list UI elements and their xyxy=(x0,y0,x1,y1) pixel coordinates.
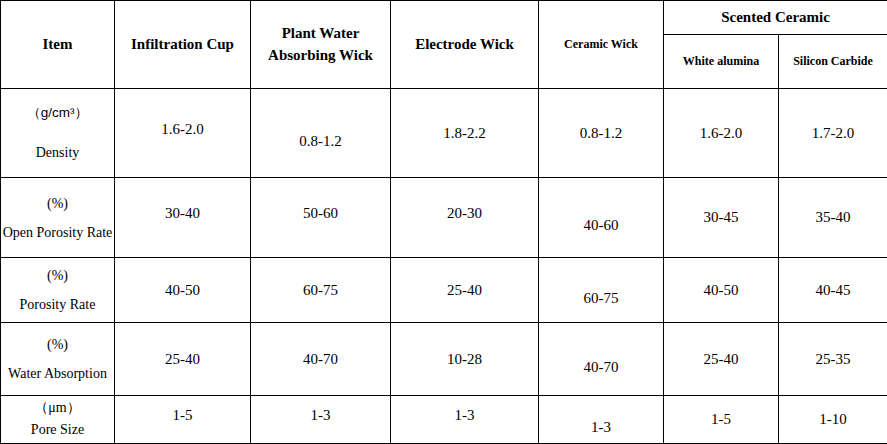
table-cell: 1-5 xyxy=(115,396,251,444)
table-cell: 10-28 xyxy=(391,323,539,396)
density-label: Density xyxy=(1,133,114,173)
table-cell: 25-35 xyxy=(779,323,887,396)
table-cell: 40-70 xyxy=(539,323,664,396)
porosity-unit: (%) xyxy=(1,261,114,290)
row-density: （g/cm³） Density 1.6-2.0 0.8-1.2 1.8-2.2 … xyxy=(1,89,887,178)
header-plant-water-absorbing-wick: Plant Water Absorbing Wick xyxy=(251,1,391,89)
table-cell: 40-50 xyxy=(115,258,251,323)
header-item: Item xyxy=(1,1,115,89)
table-cell: 30-40 xyxy=(115,178,251,258)
header-infiltration-cup: Infiltration Cup xyxy=(115,1,251,89)
pore-size-label: Pore Size xyxy=(1,419,114,441)
header-scented-ceramic-group: Scented Ceramic xyxy=(664,1,887,35)
table-cell: 25-40 xyxy=(664,323,779,396)
row-porosity-rate: (%) Porosity Rate 40-50 60-75 25-40 60-7… xyxy=(1,258,887,323)
row-pore-size: （μm） Pore Size 1-5 1-3 1-3 1-3 1-5 1-10 xyxy=(1,396,887,444)
row-label-open-porosity-rate: (%) Open Porosity Rate xyxy=(1,178,115,258)
density-unit: （g/cm³） xyxy=(1,93,114,133)
row-open-porosity-rate: (%) Open Porosity Rate 30-40 50-60 20-30… xyxy=(1,178,887,258)
header-white-alumina: White alumina xyxy=(664,35,779,89)
water-absorption-label: Water Absorption xyxy=(1,359,114,388)
table-cell: 1-10 xyxy=(779,396,887,444)
table-cell: 1-3 xyxy=(391,396,539,444)
table-cell: 1.6-2.0 xyxy=(115,89,251,178)
row-water-absorption: (%) Water Absorption 25-40 40-70 10-28 4… xyxy=(1,323,887,396)
table-cell: 0.8-1.2 xyxy=(539,89,664,178)
table-cell: 35-40 xyxy=(779,178,887,258)
table-cell: 40-50 xyxy=(664,258,779,323)
table-cell: 50-60 xyxy=(251,178,391,258)
table-cell: 1-3 xyxy=(539,396,664,444)
header-ceramic-wick: Ceramic Wick xyxy=(539,1,664,89)
table-cell: 40-60 xyxy=(539,178,664,258)
table-cell: 1.7-2.0 xyxy=(779,89,887,178)
table-cell: 25-40 xyxy=(391,258,539,323)
row-label-density: （g/cm³） Density xyxy=(1,89,115,178)
table-cell: 0.8-1.2 xyxy=(251,89,391,178)
table-cell: 25-40 xyxy=(115,323,251,396)
table-cell: 1-5 xyxy=(664,396,779,444)
table-cell: 40-45 xyxy=(779,258,887,323)
table-cell: 1-3 xyxy=(251,396,391,444)
header-electrode-wick: Electrode Wick xyxy=(391,1,539,89)
table-cell: 30-45 xyxy=(664,178,779,258)
pore-size-unit: （μm） xyxy=(1,397,114,419)
water-absorption-unit: (%) xyxy=(1,330,114,359)
row-label-water-absorption: (%) Water Absorption xyxy=(1,323,115,396)
table-cell: 60-75 xyxy=(251,258,391,323)
table-cell: 1.6-2.0 xyxy=(664,89,779,178)
table-cell: 1.8-2.2 xyxy=(391,89,539,178)
open-porosity-unit: (%) xyxy=(1,189,114,218)
table-cell: 40-70 xyxy=(251,323,391,396)
header-row-top: Item Infiltration Cup Plant Water Absorb… xyxy=(1,1,887,35)
row-label-pore-size: （μm） Pore Size xyxy=(1,396,115,444)
open-porosity-label: Open Porosity Rate xyxy=(1,218,114,247)
porosity-label: Porosity Rate xyxy=(1,290,114,319)
table-cell: 60-75 xyxy=(539,258,664,323)
ceramic-spec-table: Item Infiltration Cup Plant Water Absorb… xyxy=(0,0,887,444)
spec-table-page: Item Infiltration Cup Plant Water Absorb… xyxy=(0,0,887,444)
header-silicon-carbide: Silicon Carbide xyxy=(779,35,887,89)
table-cell: 20-30 xyxy=(391,178,539,258)
row-label-porosity-rate: (%) Porosity Rate xyxy=(1,258,115,323)
